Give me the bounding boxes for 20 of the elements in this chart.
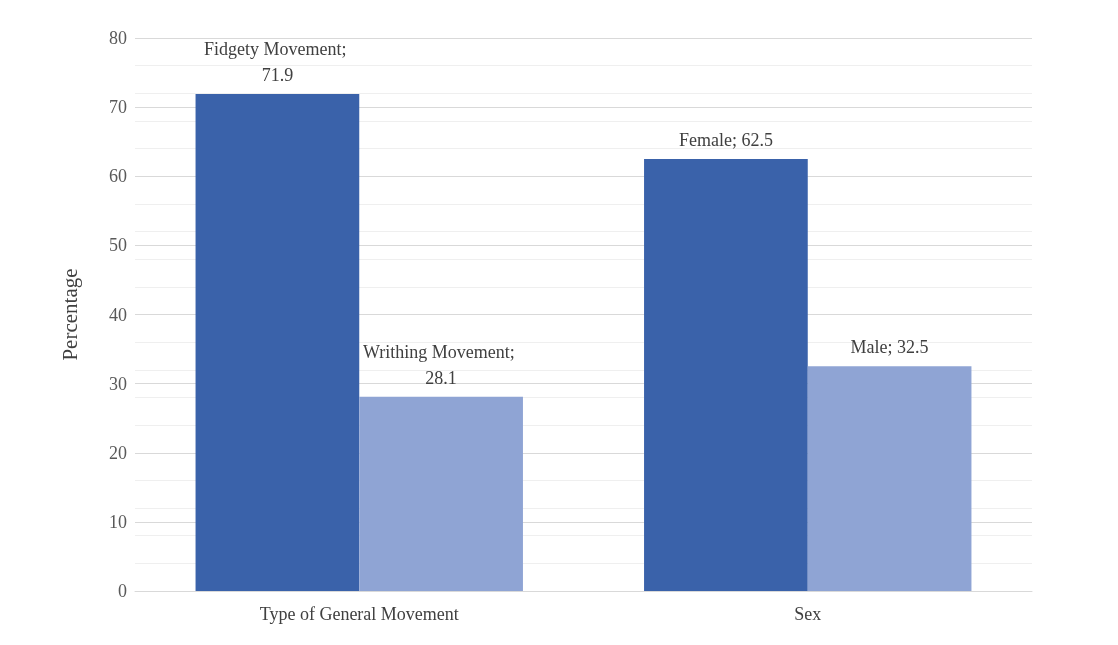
y-tick-label: 60 — [109, 166, 127, 187]
y-tick-label: 20 — [109, 442, 127, 463]
x-tick-label: Sex — [794, 604, 822, 624]
y-tick-label: 30 — [109, 373, 127, 394]
data-label: Female; 62.5 — [678, 129, 773, 150]
y-tick-label: 0 — [118, 581, 127, 601]
y-axis-title: Percentage — [57, 268, 82, 361]
data-label: Writhing Movement; 28.1 — [362, 341, 520, 388]
y-tick-label: 10 — [109, 511, 127, 532]
x-tick-label: Type of General Movement — [259, 604, 459, 624]
data-label: Fidgety Movement; 71.9 — [203, 38, 351, 85]
y-tick-label: 80 — [109, 28, 127, 48]
data-label: Male; 32.5 — [850, 337, 929, 358]
bar — [359, 396, 523, 591]
bar — [807, 366, 972, 591]
y-tick-label: 70 — [109, 97, 127, 118]
bar — [644, 158, 808, 591]
y-tick-label: 40 — [109, 304, 127, 325]
bar — [195, 93, 360, 591]
y-tick-label: 50 — [109, 235, 127, 256]
